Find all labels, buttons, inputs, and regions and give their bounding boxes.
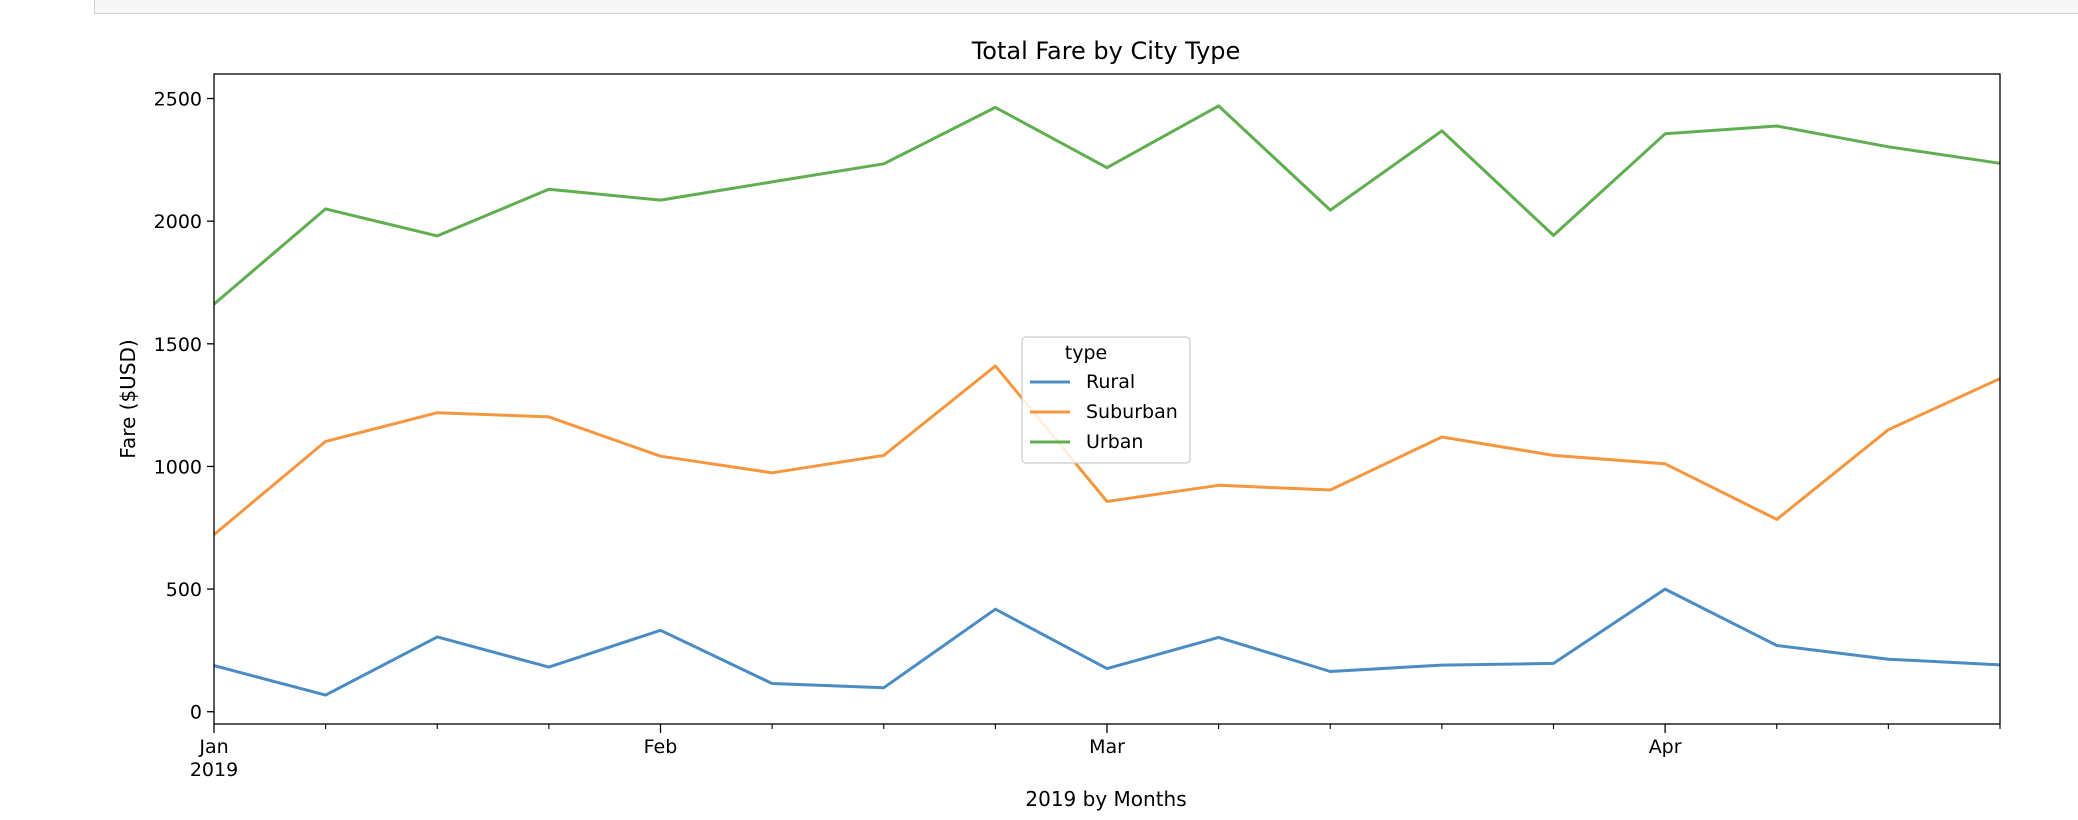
legend-label-urban: Urban: [1086, 431, 1143, 453]
series-line-suburban: [213, 364, 2001, 536]
x-tick-label-feb: Feb: [644, 736, 678, 758]
legend-title: type: [1065, 342, 1107, 364]
x-axis-title: 2019 by Months: [1025, 787, 1186, 811]
series-line-urban: [213, 104, 2001, 306]
y-tick-label-0: 0: [190, 702, 202, 724]
x-tick-label-apr: Apr: [1649, 736, 1682, 758]
notebook-cell-border: [94, 0, 2078, 14]
x-tick-label-mar: Mar: [1089, 736, 1125, 758]
legend-box: [1021, 336, 1191, 464]
legend: type Rural Suburban Urban: [1021, 336, 1191, 464]
x-tick-label-jan: Jan: [198, 736, 228, 758]
legend-label-suburban: Suburban: [1086, 401, 1178, 423]
y-tick-label-2000: 2000: [154, 211, 202, 233]
chart-title: Total Fare by City Type: [971, 37, 1241, 65]
y-axis-title: Fare ($USD): [116, 339, 140, 458]
y-tick-label-2500: 2500: [154, 89, 202, 111]
legend-label-rural: Rural: [1086, 371, 1135, 393]
y-tick-label-1500: 1500: [154, 334, 202, 356]
series-line-rural: [213, 587, 2001, 697]
y-tick-label-1000: 1000: [154, 456, 202, 478]
series-layer: [213, 104, 2001, 697]
y-tick-label-500: 500: [166, 579, 202, 601]
x-tick-sublabel-year: 2019: [190, 759, 238, 781]
y-axis: 0 500 1000 1500 2000 2500: [154, 89, 214, 724]
